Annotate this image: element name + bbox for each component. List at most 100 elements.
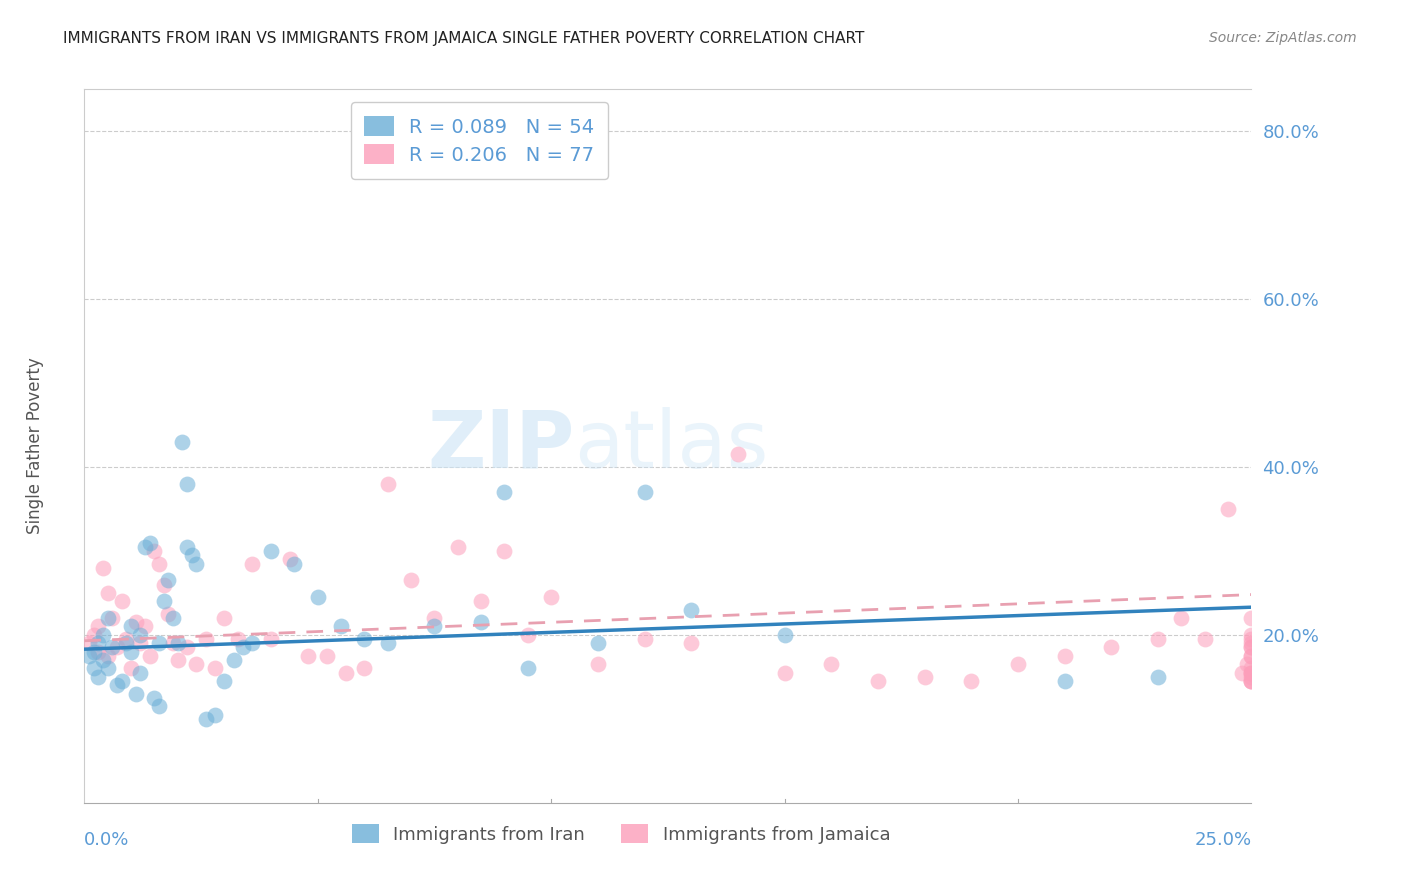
Point [353,632,375,646]
Point [152,594,174,608]
Text: 0.0%: 0.0% [84,831,129,849]
Point [586,657,609,672]
Point [194,632,217,646]
Point [143,690,166,705]
Point [1240,674,1263,689]
Point [1170,611,1192,625]
Point [633,632,655,646]
Point [77,648,100,663]
Point [633,485,655,500]
Point [91,560,114,574]
Point [87,670,110,684]
Point [1240,670,1263,684]
Point [820,657,842,672]
Point [97,586,120,600]
Point [101,611,124,625]
Text: IMMIGRANTS FROM IRAN VS IMMIGRANTS FROM JAMAICA SINGLE FATHER POVERTY CORRELATIO: IMMIGRANTS FROM IRAN VS IMMIGRANTS FROM … [63,31,865,46]
Text: ZIP: ZIP [427,407,575,485]
Point [157,607,180,621]
Point [260,544,283,558]
Point [83,661,105,675]
Point [423,619,446,633]
Point [914,670,936,684]
Point [129,636,152,650]
Point [91,628,114,642]
Point [105,678,128,692]
Point [166,636,188,650]
Point [335,665,357,680]
Point [148,557,170,571]
Text: 25.0%: 25.0% [1194,831,1251,849]
Point [773,665,796,680]
Point [242,557,264,571]
Point [727,447,749,461]
Point [105,640,128,655]
Point [148,636,170,650]
Point [1053,648,1076,663]
Point [540,590,562,604]
Point [148,699,170,714]
Point [1236,657,1258,672]
Point [134,619,156,633]
Point [97,611,120,625]
Point [138,535,160,549]
Point [83,628,105,642]
Point [186,557,208,571]
Point [242,636,264,650]
Point [278,552,301,566]
Point [214,611,236,625]
Text: Single Father Poverty: Single Father Poverty [27,358,45,534]
Point [129,628,152,642]
Point [1099,640,1122,655]
Point [111,594,134,608]
Point [681,603,703,617]
Point [1240,628,1263,642]
Point [681,636,703,650]
Point [120,661,142,675]
Point [1194,632,1216,646]
Point [470,615,492,630]
Point [377,476,399,491]
Point [214,674,236,689]
Point [232,640,254,655]
Point [97,661,120,675]
Point [97,648,120,663]
Point [330,619,353,633]
Point [176,640,198,655]
Point [162,611,184,625]
Point [316,648,339,663]
Point [87,645,110,659]
Point [1240,632,1263,646]
Point [166,653,188,667]
Point [129,665,152,680]
Point [1240,665,1263,680]
Legend: Immigrants from Iran, Immigrants from Jamaica: Immigrants from Iran, Immigrants from Ja… [342,814,901,855]
Point [125,687,148,701]
Point [1147,632,1170,646]
Point [1240,665,1263,680]
Point [87,636,110,650]
Point [115,632,138,646]
Point [172,434,194,449]
Point [157,574,180,588]
Point [204,661,226,675]
Point [111,674,134,689]
Point [1240,640,1263,655]
Point [297,648,319,663]
Point [115,636,138,650]
Point [83,645,105,659]
Point [134,540,156,554]
Point [1240,661,1263,675]
Point [423,611,446,625]
Point [138,648,160,663]
Point [494,485,516,500]
Point [516,628,538,642]
Point [77,636,100,650]
Point [1216,502,1239,516]
Point [91,653,114,667]
Point [960,674,983,689]
Point [516,661,538,675]
Point [377,636,399,650]
Point [120,645,142,659]
Point [283,557,305,571]
